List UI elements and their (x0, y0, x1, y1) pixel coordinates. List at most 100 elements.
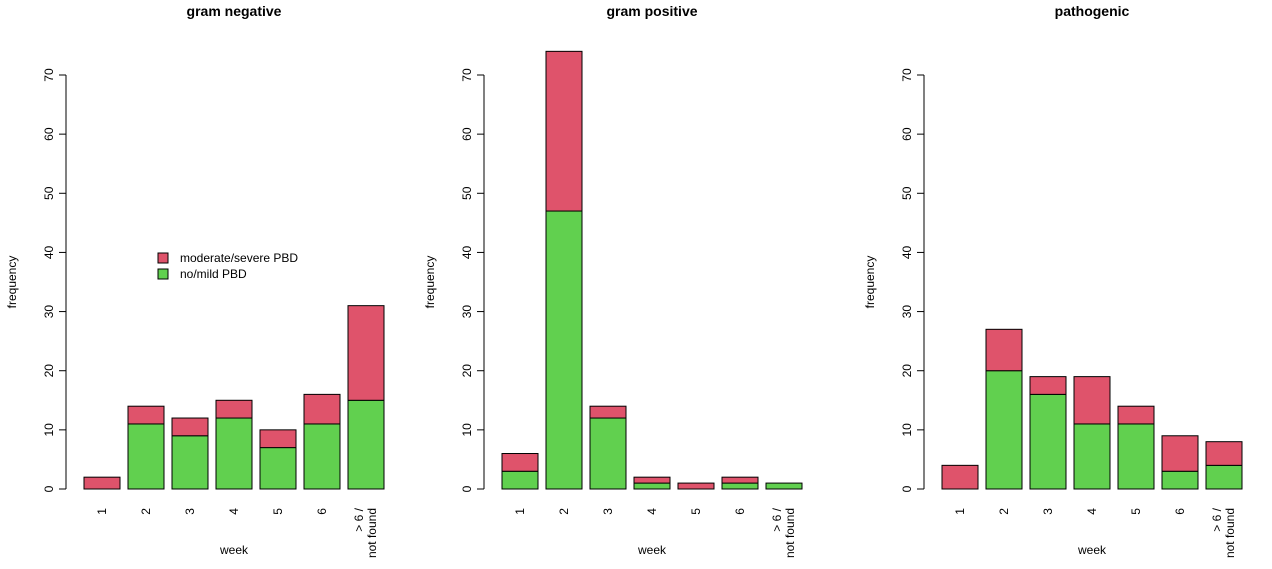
bar-moderate-severe (1205, 441, 1243, 466)
panel-2: gram positive 0 10 20 30 40 50 60 70 frequency 1 2 3… (423, 3, 803, 558)
chart-title: gram negative (187, 3, 282, 19)
x-tick-label: > 6 / (770, 507, 784, 531)
bar-moderate-severe (83, 476, 121, 490)
bar-no-mild (545, 210, 583, 490)
y-tick-label: 10 (42, 423, 56, 437)
y-tick-label: 50 (460, 186, 474, 200)
y-tick-label: 50 (900, 186, 914, 200)
bar-no-mild (1029, 393, 1067, 490)
bar-moderate-severe (259, 429, 297, 449)
bar-moderate-severe (127, 405, 165, 425)
bar-moderate-severe (501, 453, 539, 472)
x-tick-label: not found (783, 508, 797, 558)
bar-no-mild (127, 423, 165, 490)
y-tick-label: 70 (900, 68, 914, 82)
panel-1: gram negative 0 10 20 30 40 50 60 70 frequency 1 2 3… (5, 3, 385, 558)
bar-moderate-severe (347, 305, 385, 401)
y-tick-label: 10 (900, 423, 914, 437)
x-tick-label: 1 (95, 508, 109, 515)
y-axis-label: frequency (863, 256, 877, 309)
legend-label: no/mild PBD (180, 267, 247, 281)
y-tick-label: 10 (460, 423, 474, 437)
bar-moderate-severe (1117, 405, 1155, 425)
y-tick-label: 40 (900, 245, 914, 259)
bar-no-mild (589, 417, 627, 490)
x-tick-label: 5 (1129, 508, 1143, 515)
x-tick-label: 5 (689, 508, 703, 515)
bar-no-mild (765, 482, 803, 490)
chart-title: gram positive (606, 3, 697, 19)
legend-swatch (157, 252, 169, 264)
legend: moderate/severe PBD no/mild PBD (157, 251, 298, 281)
y-tick-label: 20 (900, 364, 914, 378)
x-tick-label: 3 (601, 508, 615, 515)
x-tick-label: 5 (271, 508, 285, 515)
x-tick-label: not found (365, 508, 379, 558)
legend-swatch (157, 268, 169, 280)
x-tick-label: not found (1223, 508, 1237, 558)
y-tick-label: 60 (42, 127, 56, 141)
bar-moderate-severe (721, 476, 759, 484)
bar-moderate-severe (677, 482, 715, 490)
x-tick-label: 2 (557, 508, 571, 515)
y-tick-label: 40 (42, 245, 56, 259)
y-tick-label: 50 (42, 186, 56, 200)
bar-no-mild (501, 470, 539, 490)
y-tick-label: 0 (900, 485, 914, 492)
bar-moderate-severe (941, 464, 979, 490)
bar-moderate-severe (1161, 435, 1199, 472)
x-tick-label: > 6 / (1210, 507, 1224, 531)
y-tick-label: 0 (42, 485, 56, 492)
bar-moderate-severe (1073, 376, 1111, 425)
x-axis-label: week (219, 543, 249, 557)
bar-moderate-severe (633, 476, 671, 484)
y-tick-label: 60 (460, 127, 474, 141)
y-tick-label: 20 (460, 364, 474, 378)
x-tick-label: 6 (1173, 508, 1187, 515)
bar-no-mild (1205, 464, 1243, 490)
x-tick-label: 4 (1085, 508, 1099, 515)
bar-no-mild (215, 417, 253, 490)
x-tick-label: 6 (315, 508, 329, 515)
bar-moderate-severe (545, 50, 583, 212)
chart-title: pathogenic (1055, 3, 1130, 19)
x-tick-label: 6 (733, 508, 747, 515)
y-tick-label: 70 (42, 68, 56, 82)
bar-moderate-severe (1029, 376, 1067, 395)
y-tick-label: 20 (42, 364, 56, 378)
y-axis-label: frequency (5, 256, 19, 309)
bar-no-mild (347, 399, 385, 490)
panel-3: pathogenic 0 10 20 30 40 50 60 70 frequency 1 2 3 4 5 6… (863, 3, 1243, 558)
bar-no-mild (1073, 423, 1111, 490)
x-tick-label: > 6 / (352, 507, 366, 531)
bar-no-mild (721, 482, 759, 490)
y-axis-label: frequency (423, 256, 437, 309)
bar-moderate-severe (171, 417, 209, 437)
bar-moderate-severe (985, 328, 1023, 372)
bar-no-mild (171, 435, 209, 490)
y-tick-label: 0 (460, 485, 474, 492)
x-axis-label: week (637, 543, 667, 557)
x-tick-label: 4 (227, 508, 241, 515)
y-tick-label: 40 (460, 245, 474, 259)
y-tick-label: 30 (460, 305, 474, 319)
bar-no-mild (1161, 470, 1199, 490)
x-axis-label: week (1077, 543, 1107, 557)
x-tick-label: 1 (513, 508, 527, 515)
bar-moderate-severe (589, 405, 627, 419)
bar-no-mild (1117, 423, 1155, 490)
y-tick-label: 60 (900, 127, 914, 141)
x-tick-label: 1 (953, 508, 967, 515)
bar-no-mild (633, 482, 671, 490)
x-tick-label: 3 (1041, 508, 1055, 515)
bar-no-mild (985, 370, 1023, 490)
x-tick-label: 2 (139, 508, 153, 515)
bar-moderate-severe (215, 399, 253, 419)
legend-label: moderate/severe PBD (180, 251, 298, 265)
x-tick-label: 4 (645, 508, 659, 515)
x-tick-label: 2 (997, 508, 1011, 515)
y-tick-label: 70 (460, 68, 474, 82)
bar-no-mild (259, 447, 297, 490)
bar-no-mild (303, 423, 341, 490)
